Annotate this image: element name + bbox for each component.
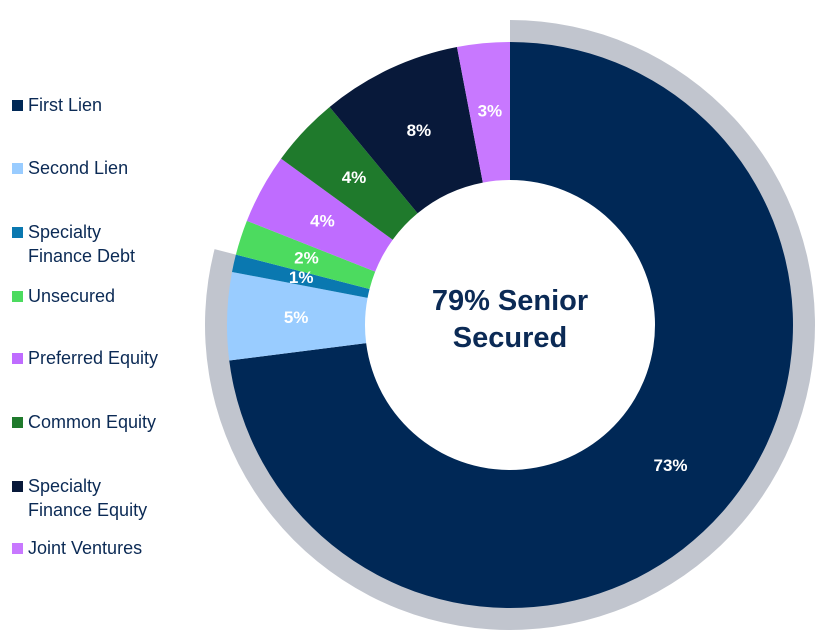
value-label: 8% [407, 121, 432, 140]
legend-item: First Lien [12, 93, 165, 117]
legend-label: First Lien [28, 95, 103, 115]
value-label: 2% [294, 248, 319, 267]
legend-item: Specialty Finance Equity [12, 474, 165, 522]
legend-swatch [12, 481, 23, 492]
legend-item: Preferred Equity [12, 346, 165, 370]
legend-label: Common Equity [28, 412, 157, 432]
slice [246, 158, 393, 272]
center-label: 79% Senior Secured [431, 285, 589, 354]
slice [235, 220, 376, 289]
slice [229, 42, 793, 608]
legend-swatch [12, 227, 23, 238]
legend-item: Joint Ventures [12, 536, 165, 560]
slice [329, 47, 483, 214]
slice [227, 271, 368, 361]
legend-label: Preferred Equity [28, 348, 159, 368]
legend-item: Second Lien [12, 156, 165, 180]
legend-swatch [12, 543, 23, 554]
value-label: 3% [478, 101, 503, 120]
legend-item: Specialty Finance Debt [12, 220, 165, 268]
legend-label: Unsecured [28, 286, 116, 306]
legend-label: Specialty Finance Debt [28, 222, 136, 266]
legend-swatch [12, 417, 23, 428]
value-label: 4% [310, 211, 335, 230]
value-label: 4% [342, 168, 367, 187]
slice [456, 42, 510, 183]
legend-label: Second Lien [28, 158, 129, 178]
value-label: 5% [284, 308, 309, 327]
slice [232, 254, 370, 298]
value-label: 1% [289, 268, 314, 287]
legend-swatch [12, 291, 23, 302]
legend-swatch [12, 100, 23, 111]
legend-label: Joint Ventures [28, 538, 143, 558]
legend-item: Common Equity [12, 410, 165, 434]
legend-swatch [12, 163, 23, 174]
legend-item: Unsecured [12, 284, 165, 308]
slice [281, 106, 418, 240]
legend-label: Specialty Finance Equity [28, 476, 148, 520]
value-label: 73% [654, 456, 688, 475]
legend-swatch [12, 353, 23, 364]
